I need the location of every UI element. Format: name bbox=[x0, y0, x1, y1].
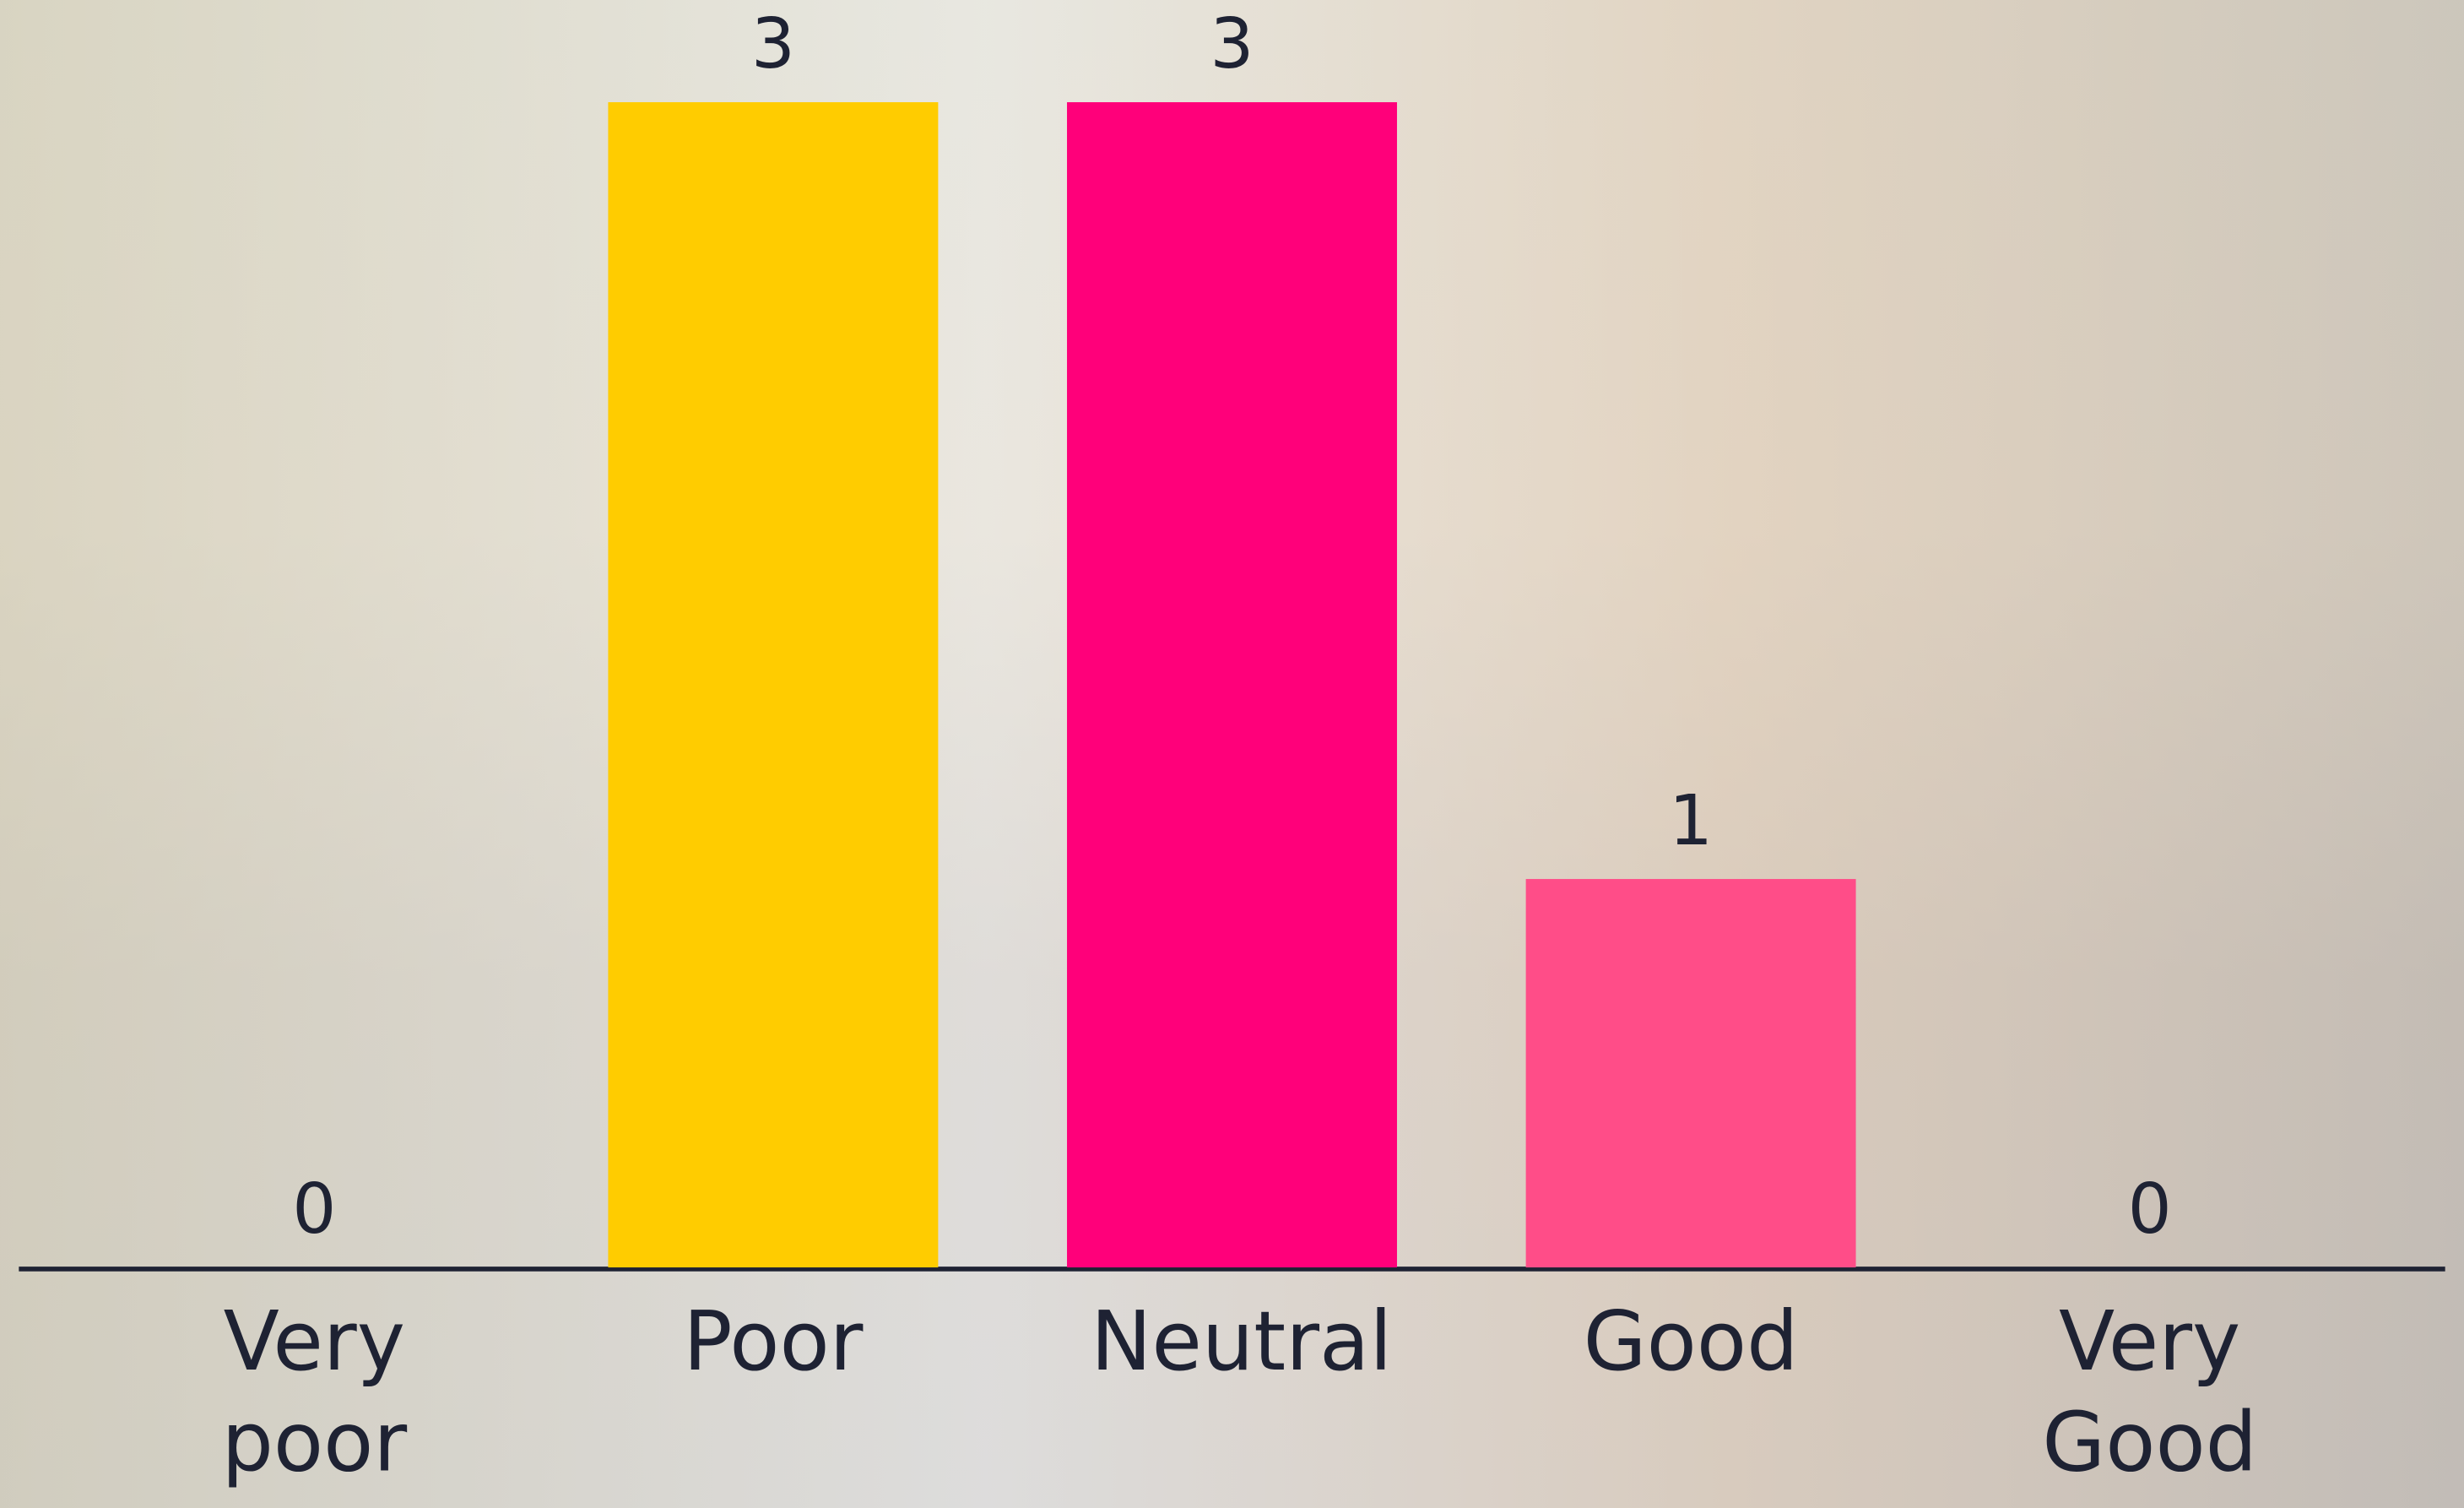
value-label: 0 bbox=[292, 1169, 336, 1250]
value-label: 3 bbox=[751, 4, 795, 84]
x-tick-label: Poor bbox=[683, 1295, 864, 1391]
x-label-box: Good bbox=[1583, 1295, 1799, 1391]
x-label-box: Very Good bbox=[2042, 1295, 2258, 1491]
value-label: 1 bbox=[1669, 781, 1713, 861]
bar bbox=[608, 102, 939, 1268]
x-tick-label: Good bbox=[1583, 1295, 1799, 1391]
x-tick-label: Very poor bbox=[221, 1295, 408, 1491]
bar bbox=[1067, 102, 1397, 1268]
bar bbox=[1525, 879, 1856, 1268]
x-tick-label: Neutral bbox=[1090, 1295, 1393, 1391]
x-tick-label: Very Good bbox=[2042, 1295, 2258, 1491]
x-label-box: Poor bbox=[683, 1295, 864, 1391]
x-label-box: Very poor bbox=[221, 1295, 408, 1491]
value-label: 3 bbox=[1210, 4, 1254, 84]
value-label: 0 bbox=[2128, 1169, 2172, 1250]
x-label-box: Neutral bbox=[1090, 1295, 1393, 1391]
